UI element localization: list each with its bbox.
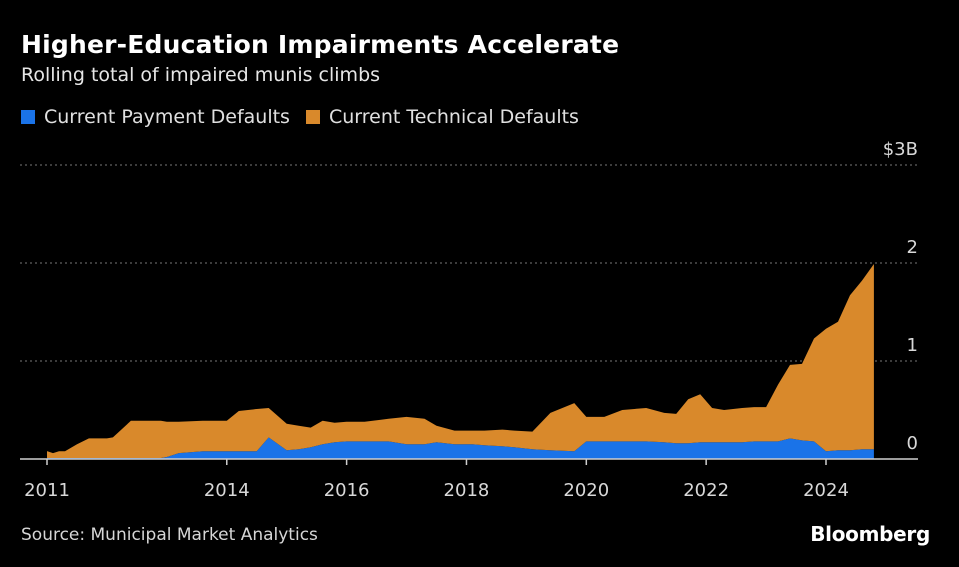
legend-swatch-technical-icon bbox=[305, 110, 320, 124]
y-tick-label: 1 bbox=[907, 335, 918, 356]
legend: Current Payment Defaults Current Technic… bbox=[21, 106, 595, 128]
chart-subtitle: Rolling total of impaired munis climbs bbox=[21, 64, 381, 86]
area-series-technical-defaults bbox=[47, 264, 874, 458]
legend-item-payment-defaults: Current Payment Defaults bbox=[21, 106, 290, 128]
x-tick-label: 2022 bbox=[683, 480, 729, 501]
chart-y-axis: 0 1 2 $3B bbox=[883, 139, 918, 454]
legend-swatch-payment-icon bbox=[21, 110, 35, 124]
x-tick-label: 2020 bbox=[563, 480, 609, 501]
y-tick-label: $3B bbox=[883, 139, 918, 160]
chart-areas bbox=[47, 264, 874, 459]
y-tick-label: 2 bbox=[907, 237, 918, 258]
bloomberg-logo: Bloomberg bbox=[810, 522, 930, 546]
legend-label-technical-defaults: Current Technical Defaults bbox=[328, 106, 579, 128]
source-note: Source: Municipal Market Analytics bbox=[21, 525, 318, 545]
chart-title: Higher-Education Impairments Accelerate bbox=[21, 30, 620, 59]
x-tick-label: 2018 bbox=[444, 480, 490, 501]
legend-label-payment-defaults: Current Payment Defaults bbox=[44, 106, 290, 128]
legend-item-technical-defaults: Current Technical Defaults bbox=[305, 106, 579, 128]
x-tick-label: 2016 bbox=[324, 480, 370, 501]
chart-x-axis: 2011 2014 2016 2018 2020 2022 2024 bbox=[20, 458, 918, 501]
x-tick-label: 2014 bbox=[204, 480, 250, 501]
area-series-payment-defaults bbox=[47, 437, 874, 459]
x-tick-label: 2011 bbox=[24, 480, 70, 501]
y-tick-label: 0 bbox=[907, 433, 918, 454]
chart-gridlines bbox=[20, 164, 918, 362]
x-tick-label: 2024 bbox=[803, 480, 849, 501]
